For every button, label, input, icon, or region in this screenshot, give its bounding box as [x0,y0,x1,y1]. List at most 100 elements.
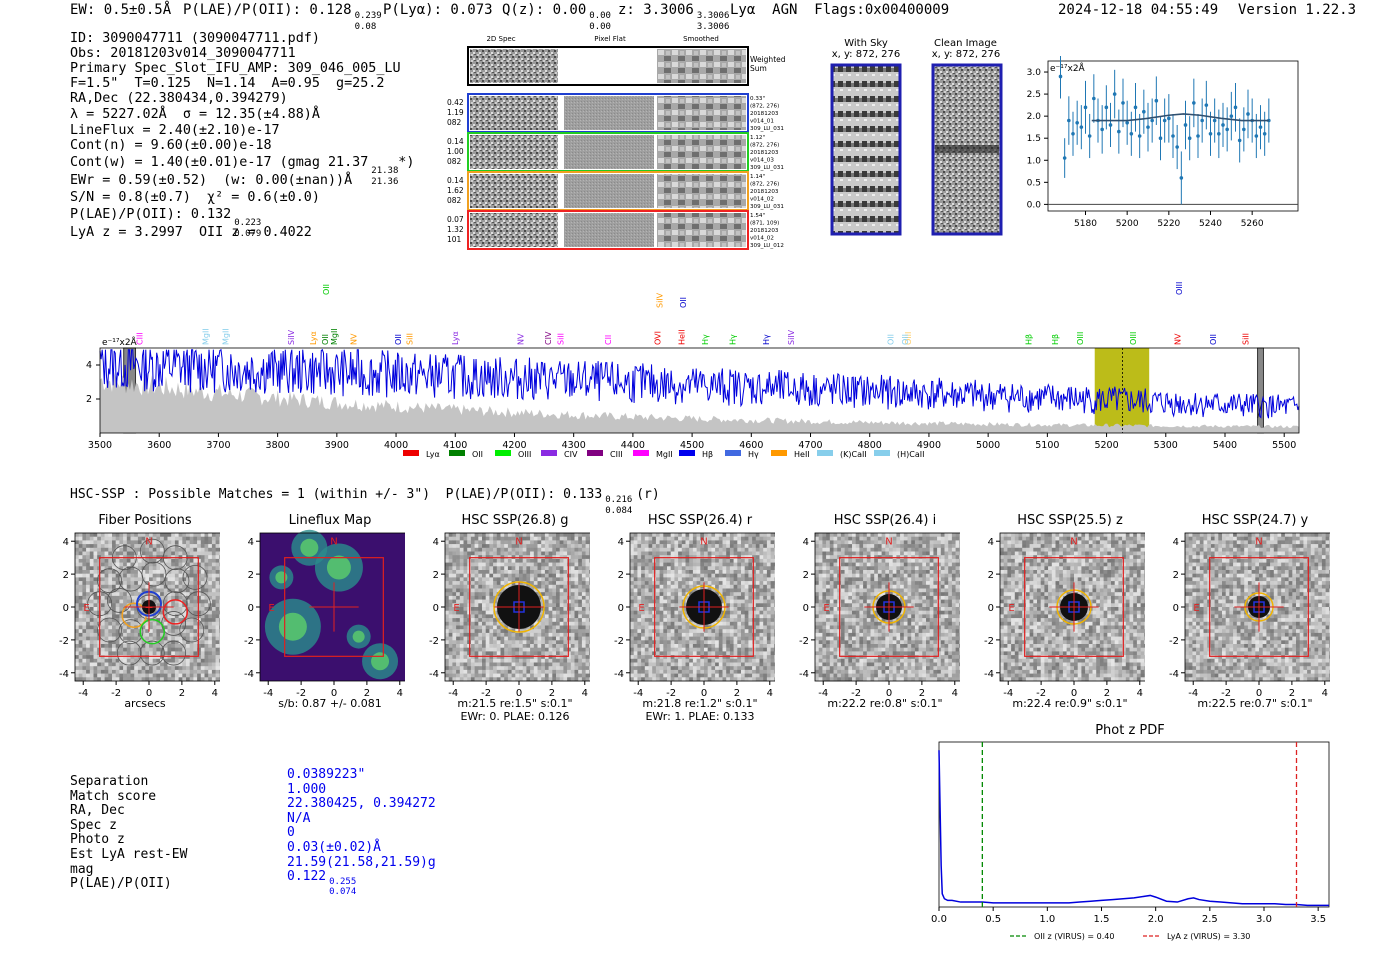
pixel [581,592,586,597]
hsc-xtick-label: 2 [179,688,185,699]
pixel [115,658,120,663]
pixel [178,533,183,537]
pixel [667,581,671,586]
pixel [674,621,679,626]
pixel [552,603,557,608]
pixel [100,666,105,671]
pixel [556,573,560,578]
pixel [630,555,634,560]
pixel [748,651,753,656]
pixel [522,573,527,578]
pixel [86,562,91,567]
pixel [515,566,520,571]
pixel [130,544,135,549]
pixel [567,644,572,648]
pixel [752,558,757,563]
pixel [163,536,168,541]
pixel [755,625,760,630]
info-contn: Cont(n) = 9.60(±0.00)e-18 [70,138,272,153]
pixel [208,584,213,589]
pixel [485,588,490,593]
pixel [648,544,653,549]
pixel [126,666,131,671]
pixel [82,581,87,586]
pixel [544,607,549,611]
pixel [737,603,742,608]
pixel [86,614,91,619]
pixel [104,573,109,578]
pixel [570,566,575,571]
pixel [537,629,542,634]
pixel [641,599,646,604]
pixel [489,599,494,604]
pixel [681,629,686,634]
pixel [696,536,701,541]
pixel [82,533,87,537]
pixel [482,673,486,678]
pixel [182,651,187,656]
pixel [667,544,671,549]
pixel [737,629,742,634]
pixel [578,555,583,560]
pixel [445,640,449,645]
pixel [729,625,734,630]
pixel [119,673,124,678]
pixel [163,581,168,586]
pixel [544,584,549,589]
pixel [574,570,579,574]
pixel [685,629,690,634]
pixel [737,610,742,615]
pixel [126,662,131,667]
pixel [470,677,475,682]
pixel [585,581,590,586]
pixel [152,558,157,563]
pixel [630,603,634,608]
pixel [648,566,653,571]
pixel [108,658,113,663]
pixel [774,629,775,634]
pixel [519,632,523,637]
pixel [737,640,742,645]
hsc-ytick-label: -4 [244,669,254,680]
pixel [689,636,694,641]
pixel [722,562,727,567]
pixel [137,647,142,652]
pixel [463,618,468,623]
pixel [108,603,113,608]
pixel [522,658,527,663]
pixel [211,651,216,656]
pixel [89,555,94,560]
pixel [178,662,183,667]
pixel [707,533,712,537]
pixel [160,669,165,674]
pixel [130,636,135,641]
pixel [515,677,520,682]
pixel [574,632,579,637]
pixel [552,651,557,656]
spec-legend-swatch [587,450,603,456]
pixel [507,558,512,563]
pixel [467,662,472,667]
hsc-xtick-label: -4 [448,688,458,699]
pixel [659,558,664,563]
pixel [737,647,742,652]
pixel [182,551,187,556]
pixel [474,570,479,574]
pixel [707,551,712,556]
cutout-left-label: 1.32 [447,225,464,234]
zoom-ytick-label: 1.0 [1027,156,1042,166]
pixel [149,629,153,634]
pixel [774,636,775,641]
pixel [470,570,475,574]
pixel [659,647,664,652]
pixel [585,584,590,589]
pixel [685,647,690,652]
pixel [659,570,664,574]
pixel [145,677,150,682]
pixel [589,547,590,552]
pixel [86,636,91,641]
pixel [97,540,102,545]
pixel [704,540,708,545]
pixel [655,570,660,574]
pixel [500,658,505,663]
